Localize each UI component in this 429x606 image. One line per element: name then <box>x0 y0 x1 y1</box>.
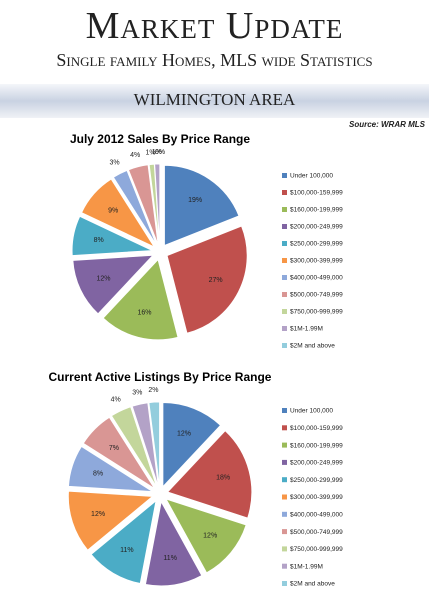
legend-swatch <box>282 326 287 331</box>
legend-swatch <box>282 459 287 465</box>
data-label: 8% <box>94 237 104 244</box>
data-label: 4% <box>111 397 121 404</box>
legend-label: $2M and above <box>290 343 335 350</box>
data-label: 1% <box>146 149 156 156</box>
legend-label: $300,000-399,999 <box>290 258 343 265</box>
pie-slice <box>148 163 160 245</box>
legend-swatch <box>282 425 287 431</box>
legend-label: $400,000-499,000 <box>290 512 343 519</box>
legend-swatch <box>282 224 287 229</box>
legend-swatch <box>282 563 287 569</box>
legend-label: $200,000-249,999 <box>290 460 343 467</box>
legend-label: $250,000-299,999 <box>290 477 343 484</box>
data-label: 12% <box>177 430 191 437</box>
pie-slice <box>71 215 153 256</box>
data-label: 12% <box>91 511 105 518</box>
legend-label: $100,000-159,999 <box>290 425 343 432</box>
data-label: 16% <box>137 309 151 316</box>
pie-slice <box>68 490 154 551</box>
data-label: 8% <box>93 471 103 478</box>
pie-slice <box>165 498 247 574</box>
page-subtitle: Single family Homes, MLS wide Statistics <box>56 50 373 70</box>
pie-slice <box>81 178 156 248</box>
legend-swatch <box>282 241 287 246</box>
legend-swatch <box>282 581 287 586</box>
legend-label: $2M and above <box>290 581 335 588</box>
legend-swatch <box>282 207 287 212</box>
pie-slice <box>148 401 160 487</box>
legend-label: $400,000-499,000 <box>290 275 343 282</box>
legend-swatch <box>282 343 287 348</box>
legend-label: $250,000-299,999 <box>290 241 343 248</box>
data-label: 12% <box>203 532 217 539</box>
pie-slice <box>102 258 179 341</box>
pie-slice <box>82 416 155 489</box>
legend-label: $300,000-399,999 <box>290 494 343 501</box>
data-label: 11% <box>163 555 177 562</box>
data-label: 1% <box>152 149 162 156</box>
legend-swatch <box>282 408 287 413</box>
legend-label: $750,000-999,999 <box>290 546 343 553</box>
legend-swatch <box>282 309 287 314</box>
legend-swatch <box>282 511 287 517</box>
legend-swatch <box>282 477 287 483</box>
page-title: Market Update <box>85 5 344 47</box>
chart-title: July 2012 Sales By Price Range <box>70 132 250 146</box>
data-label: 18% <box>216 475 230 482</box>
data-label: 12% <box>97 275 111 282</box>
source-note: Source: WRAR MLS <box>349 120 425 129</box>
chart-title: Current Active Listings By Price Range <box>49 370 272 384</box>
data-label: 4% <box>130 152 140 159</box>
pie-slice <box>90 499 157 584</box>
pie-slice <box>68 445 153 492</box>
pie-slice <box>128 164 159 245</box>
legend-label: $100,000-159,999 <box>290 190 343 197</box>
pie-slice <box>164 164 240 246</box>
pie-slice <box>131 402 159 487</box>
legend-label: $200,000-249,999 <box>290 224 343 231</box>
data-label: 19% <box>188 197 202 204</box>
legend-swatch <box>282 494 287 500</box>
pie-slice <box>167 430 253 519</box>
legend-swatch <box>282 442 287 448</box>
data-label: 27% <box>209 277 223 284</box>
legend-swatch <box>282 275 287 280</box>
data-label: 11% <box>120 547 134 554</box>
data-label: 0% <box>155 149 165 156</box>
data-label: 2% <box>148 387 158 394</box>
legend-swatch <box>282 190 287 195</box>
legend-label: $500,000-749,999 <box>290 292 343 299</box>
data-label: 9% <box>108 208 118 215</box>
legend-label: Under 100,000 <box>290 408 333 415</box>
pie-slice <box>162 402 222 488</box>
data-label: 3% <box>110 160 120 167</box>
area-band <box>0 84 429 118</box>
data-label: 3% <box>132 389 142 396</box>
pie-slice <box>72 254 154 315</box>
legend-swatch <box>282 292 287 297</box>
legend-swatch <box>282 258 287 263</box>
legend-label: $1M-1.99M <box>290 326 323 333</box>
pie-slice <box>145 500 203 587</box>
legend-label: $500,000-749,999 <box>290 529 343 536</box>
legend-swatch <box>282 173 287 178</box>
legend-label: Under 100,000 <box>290 173 333 180</box>
area-title: WILMINGTON AREA <box>133 90 296 109</box>
pie-slice <box>166 225 248 334</box>
pie-slice <box>111 406 157 487</box>
legend-label: $160,000-199,999 <box>290 442 343 449</box>
legend-label: $750,000-999,999 <box>290 309 343 316</box>
pie-slice <box>112 169 157 246</box>
legend-swatch <box>282 546 287 552</box>
legend-label: $160,000-199,999 <box>290 207 343 214</box>
data-label: 7% <box>109 445 119 452</box>
legend-label: $1M-1.99M <box>290 563 323 570</box>
legend-swatch <box>282 529 287 535</box>
